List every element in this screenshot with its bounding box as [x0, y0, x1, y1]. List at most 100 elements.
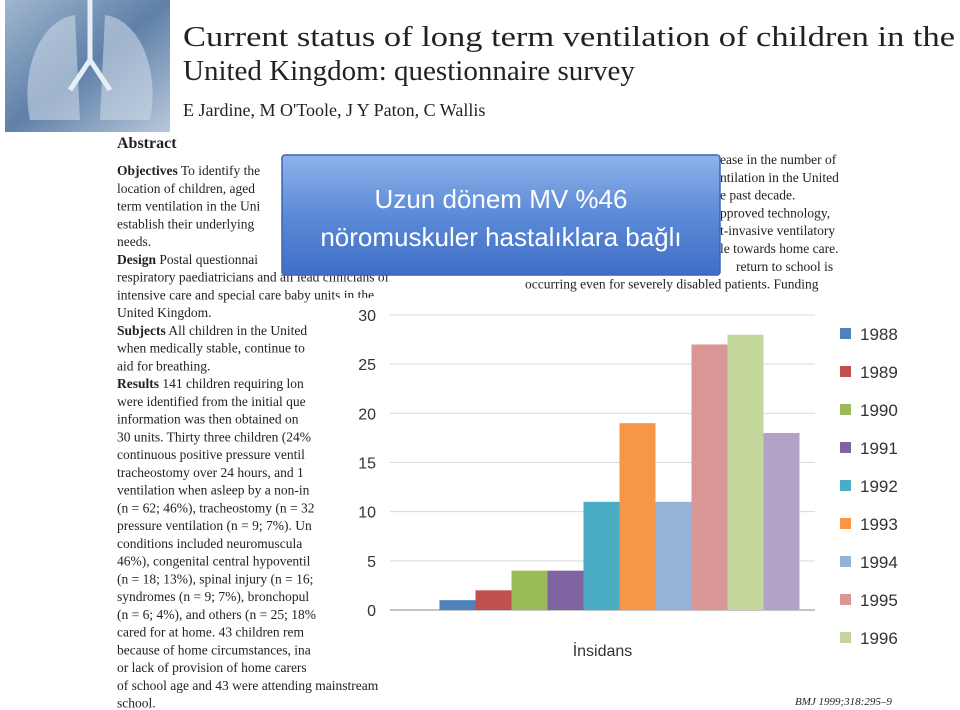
abstract-line: cared for at home. 43 children rem — [117, 625, 305, 640]
abstract-line: continuous positive pressure ventil — [117, 447, 305, 462]
line-text: or lack of provision of home carers — [117, 660, 307, 675]
abstract-line: 30 units. Thirty three children (24% — [117, 429, 311, 444]
y-tick-label: 30 — [358, 308, 376, 325]
abstract-line: of school age and 43 were attending main… — [117, 678, 379, 693]
section-label: Design — [117, 252, 156, 267]
abstract-line: occurring even for severely disabled pat… — [525, 277, 819, 292]
y-tick-label: 15 — [358, 456, 376, 473]
legend-label: 1992 — [860, 477, 898, 496]
legend-swatch — [840, 632, 851, 643]
legend-swatch — [840, 404, 851, 415]
line-text: because of home circumstances, ina — [117, 642, 311, 657]
y-tick-label: 0 — [367, 603, 376, 620]
abstract-line: intensive care and special care baby uni… — [117, 287, 374, 302]
abstract-line: United Kingdom. — [117, 305, 212, 320]
bar — [763, 433, 800, 610]
abstract-line: pproved technology, — [720, 205, 830, 220]
y-tick-label: 5 — [367, 554, 376, 571]
line-text: establish their underlying — [117, 216, 254, 231]
citation: BMJ 1999;318:295–9 — [795, 696, 892, 708]
legend-label: 1991 — [860, 439, 898, 458]
abstract-line: (n = 18; 13%), spinal injury (n = 16; — [117, 571, 313, 586]
legend-label: 1989 — [860, 363, 898, 382]
abstract-heading: Abstract — [117, 135, 177, 152]
line-text: (n = 62; 46%), tracheostomy (n = 32 — [117, 500, 314, 515]
abstract-line: syndromes (n = 9; 7%), bronchopul — [117, 589, 309, 604]
abstract-line: Subjects All children in the United — [117, 323, 307, 338]
bar — [655, 501, 692, 610]
line-text: 141 children requiring lon — [162, 376, 304, 391]
line-text: conditions included neuromuscula — [117, 536, 302, 551]
line-text: ventilation when asleep by a non-in — [117, 483, 310, 498]
abstract-line: Design Postal questionnai — [117, 252, 258, 267]
callout-text: nöromuskuler hastalıklara bağlı — [320, 222, 681, 252]
line-text: intensive care and special care baby uni… — [117, 287, 374, 302]
abstract-line: e past decade. — [720, 188, 795, 203]
line-text: aid for breathing. — [117, 358, 210, 373]
callout: Uzun dönem MV %46 nöromuskuler hastalıkla… — [281, 154, 721, 276]
abstract-line: Results 141 children requiring lon — [117, 376, 304, 391]
paper-scan: Current status of long term ventilation … — [117, 21, 955, 710]
legend-swatch — [840, 328, 851, 339]
paper-title: United Kingdom: questionnaire survey — [183, 55, 635, 87]
abstract-line: term ventilation in the Uni — [117, 199, 260, 214]
legend-swatch — [840, 518, 851, 529]
line-text: of school age and 43 were attending main… — [117, 678, 379, 693]
abstract-line: ventilation when asleep by a non-in — [117, 483, 310, 498]
bar — [691, 344, 728, 610]
abstract-line: aid for breathing. — [117, 358, 210, 373]
line-text: Postal questionnai — [159, 252, 258, 267]
line-text: cared for at home. 43 children rem — [117, 625, 305, 640]
abstract-line: because of home circumstances, ina — [117, 642, 311, 657]
paper-title: Current status of long term ventilation … — [183, 21, 955, 53]
bar — [439, 600, 476, 610]
legend-swatch — [840, 480, 851, 491]
abstract-line: needs. — [117, 234, 151, 249]
legend-label: 1996 — [860, 629, 898, 648]
lung-image — [5, 0, 170, 132]
abstract-line: tracheostomy over 24 hours, and 1 — [117, 465, 304, 480]
line-text: syndromes (n = 9; 7%), bronchopul — [117, 589, 309, 604]
bar — [547, 570, 584, 610]
abstract-line: pressure ventilation (n = 9; 7%). Un — [117, 518, 312, 533]
line-text: school. — [117, 696, 156, 710]
authors: E Jardine, M O'Toole, J Y Paton, C Walli… — [183, 100, 485, 120]
line-text: 46%), congenital central hypoventil — [117, 554, 311, 569]
abstract-line: ease in the number of — [720, 152, 837, 167]
abstract-line: when medically stable, continue to — [117, 341, 305, 356]
line-text: (n = 6; 4%), and others (n = 25; 18% — [117, 607, 316, 622]
line-text: To identify the — [181, 163, 260, 178]
line-text: needs. — [117, 234, 151, 249]
legend-swatch — [840, 366, 851, 377]
line-text: (n = 18; 13%), spinal injury (n = 16; — [117, 571, 313, 586]
line-text: tracheostomy over 24 hours, and 1 — [117, 465, 304, 480]
abstract-line: (n = 62; 46%), tracheostomy (n = 32 — [117, 500, 314, 515]
line-text: were identified from the initial que — [117, 394, 306, 409]
legend-label: 1995 — [860, 591, 898, 610]
abstract-line: were identified from the initial que — [117, 394, 306, 409]
legend-swatch — [840, 556, 851, 567]
abstract-line: information was then obtained on — [117, 412, 299, 427]
y-tick-label: 20 — [358, 406, 376, 423]
line-text: information was then obtained on — [117, 412, 299, 427]
abstract-line: Objectives To identify the — [117, 163, 260, 178]
line-text: location of children, aged — [117, 181, 255, 196]
legend-label: 1990 — [860, 401, 898, 420]
abstract-line: establish their underlying — [117, 216, 254, 231]
legend-label: 1994 — [860, 553, 898, 572]
bar — [583, 501, 620, 610]
line-text: pressure ventilation (n = 9; 7%). Un — [117, 518, 312, 533]
y-tick-label: 10 — [358, 505, 376, 522]
x-tick-label: İnsidans — [573, 641, 633, 660]
abstract-line: ntilation in the United — [720, 170, 839, 185]
abstract-line: location of children, aged — [117, 181, 255, 196]
abstract-line: school. — [117, 696, 156, 710]
legend-swatch — [840, 442, 851, 453]
line-text: when medically stable, continue to — [117, 341, 305, 356]
y-tick-label: 25 — [358, 357, 376, 374]
chart: 0 5 10 15 20 25 30 İnsidans 1988 1989 1990 1991 1992… — [358, 308, 898, 660]
abstract-line: (n = 6; 4%), and others (n = 25; 18% — [117, 607, 316, 622]
line-text: 30 units. Thirty three children (24% — [117, 429, 311, 444]
line-text: term ventilation in the Uni — [117, 199, 260, 214]
